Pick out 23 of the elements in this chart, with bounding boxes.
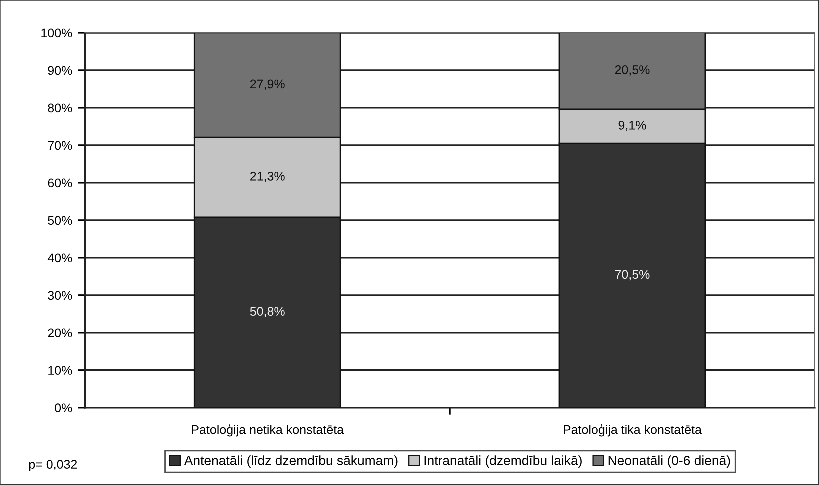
y-tick-label: 20% bbox=[48, 328, 72, 338]
legend-label: Antenatāli (līdz dzemdību sākumam) bbox=[184, 456, 398, 468]
y-tick-label: 30% bbox=[48, 291, 72, 300]
data-label: 27,9% bbox=[250, 80, 285, 90]
x-tick-label: Patoloģija tika konstatēta bbox=[564, 424, 702, 437]
legend-label: Neonatāli (0-6 dienā) bbox=[608, 456, 730, 468]
data-label: 70,5% bbox=[615, 270, 650, 281]
y-tick-label: 70% bbox=[48, 141, 72, 150]
y-tick-label: 0% bbox=[55, 404, 72, 413]
y-tick-label: 40% bbox=[48, 254, 72, 263]
data-label: 20,5% bbox=[615, 66, 650, 76]
y-tick-label: 100% bbox=[42, 28, 72, 38]
x-tick-label: Patoloģija netika konstatēta bbox=[192, 424, 344, 437]
y-tick-label: 80% bbox=[48, 104, 72, 113]
data-label: 50,8% bbox=[250, 307, 285, 318]
data-label: 21,3% bbox=[250, 172, 285, 182]
y-tick-label: 50% bbox=[48, 216, 72, 226]
legend-label: Intranatāli (dzemdību laikā) bbox=[424, 456, 582, 468]
y-tick-label: 10% bbox=[48, 366, 72, 376]
y-tick-label: 60% bbox=[48, 178, 72, 188]
data-label: 9,1% bbox=[618, 121, 646, 132]
text: p= 0,032 bbox=[29, 460, 78, 472]
y-tick-label: 90% bbox=[48, 66, 72, 76]
